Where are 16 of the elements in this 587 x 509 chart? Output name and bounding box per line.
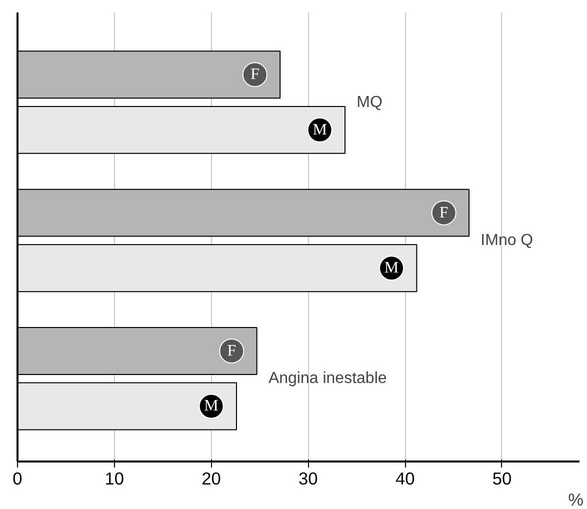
text: M [384, 260, 399, 277]
x-axis-title: % [568, 490, 584, 509]
x-tick-label: 50 [492, 468, 512, 488]
x-tick-label: 0 [12, 468, 22, 488]
y-tick-label: IMno Q [480, 232, 534, 249]
x-tick-label: 30 [298, 468, 318, 488]
x-tick-label: 10 [104, 468, 124, 488]
text: F [227, 342, 236, 360]
text: F [439, 204, 448, 222]
series-label: M [312, 121, 327, 138]
y-tick-label: MQ [356, 94, 382, 111]
x-tick-label: 20 [202, 468, 221, 488]
series-label: F [250, 66, 260, 84]
y-tick-label: Angina inestable [268, 370, 387, 388]
x-tick-label: 40 [395, 468, 415, 488]
text: M [204, 398, 218, 415]
